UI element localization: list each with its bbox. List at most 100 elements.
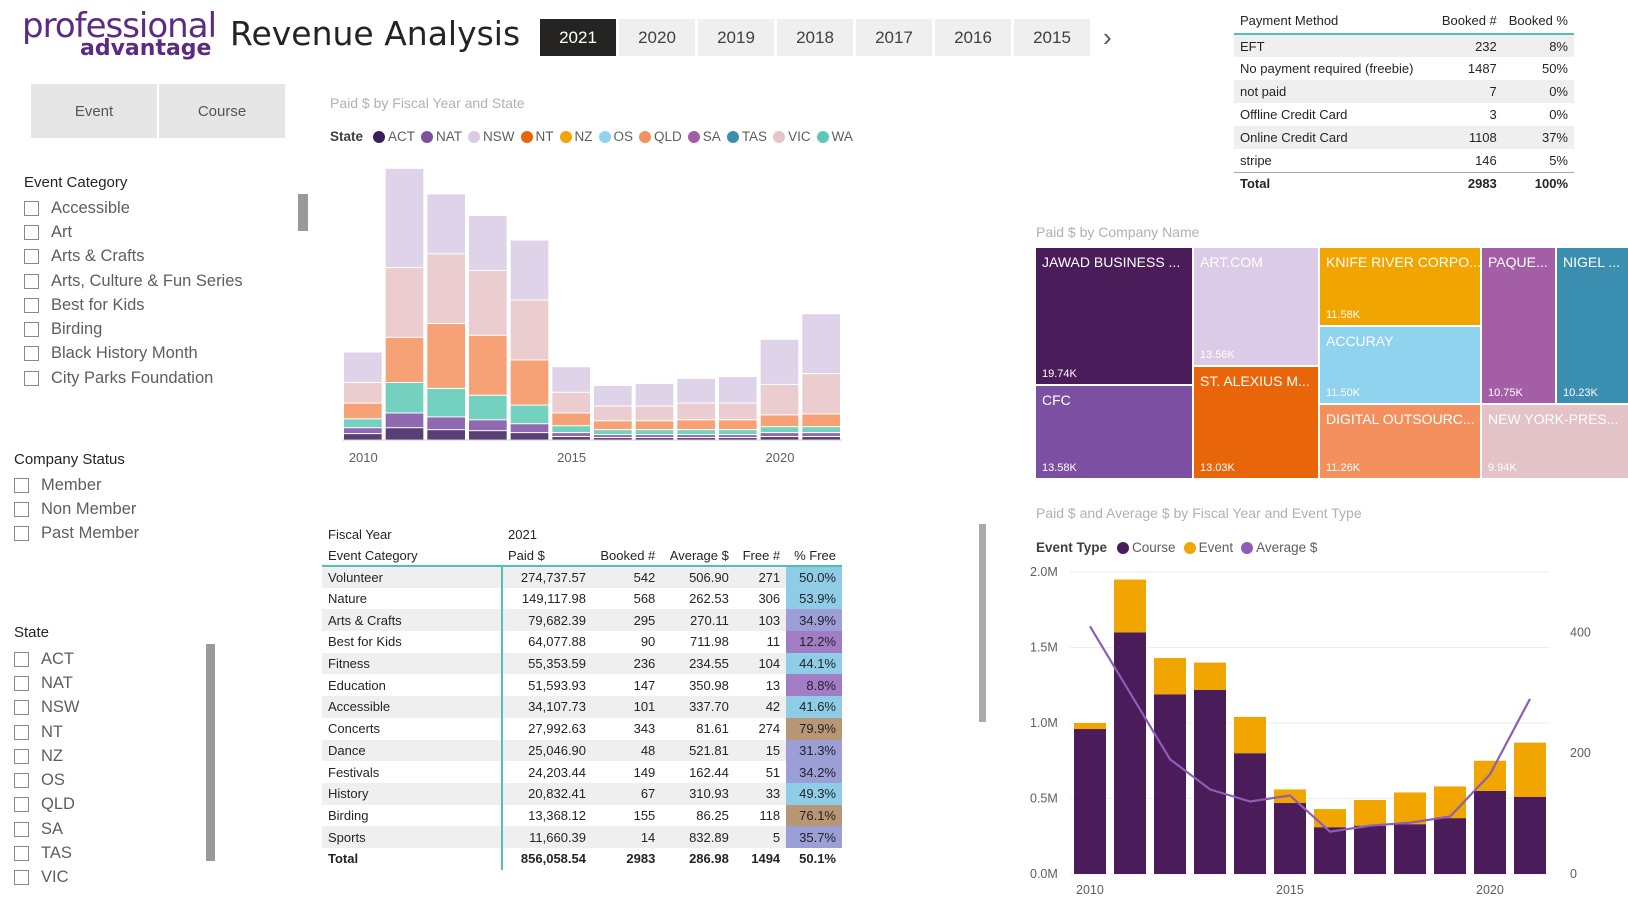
- ribbon-segment[interactable]: [594, 438, 632, 440]
- ribbon-segment[interactable]: [385, 268, 424, 337]
- legend-item[interactable]: SA: [687, 129, 721, 144]
- event-toggle-button[interactable]: Event: [31, 84, 157, 138]
- ribbon-segment[interactable]: [510, 300, 549, 360]
- ribbon-segment[interactable]: [719, 420, 757, 430]
- ribbon-segment[interactable]: [719, 403, 757, 420]
- bar-event[interactable]: [1154, 658, 1186, 695]
- state-option[interactable]: NT: [14, 720, 204, 744]
- checkbox[interactable]: [24, 346, 39, 362]
- ribbon-segment[interactable]: [594, 406, 632, 421]
- column-header[interactable]: Average $: [661, 545, 735, 567]
- event-category-option[interactable]: Black History Month: [24, 342, 294, 366]
- event-category-option[interactable]: Arts, Culture & Fun Series: [24, 269, 294, 293]
- ribbon-segment[interactable]: [719, 438, 757, 440]
- bar-event[interactable]: [1514, 742, 1546, 797]
- bar-course[interactable]: [1234, 753, 1266, 874]
- ribbon-segment[interactable]: [677, 379, 715, 403]
- checkbox[interactable]: [14, 651, 29, 667]
- treemap-tile[interactable]: KNIFE RIVER CORPO... 11.58K: [1320, 248, 1480, 325]
- checkbox[interactable]: [14, 477, 29, 493]
- company-status-option[interactable]: Past Member: [14, 522, 284, 546]
- checkbox[interactable]: [14, 748, 29, 764]
- ribbon-segment[interactable]: [510, 433, 549, 440]
- checkbox[interactable]: [24, 297, 39, 313]
- table-row[interactable]: Festivals 24,203.44 149 162.44 51 34.2%: [322, 761, 842, 783]
- ribbon-segment[interactable]: [760, 433, 799, 437]
- checkbox[interactable]: [24, 273, 39, 289]
- treemap-tile[interactable]: NIGEL ... 10.23K: [1557, 248, 1628, 403]
- ribbon-segment[interactable]: [594, 421, 632, 430]
- ribbon-segment[interactable]: [594, 430, 632, 435]
- bar-event[interactable]: [1354, 800, 1386, 826]
- checkbox[interactable]: [14, 846, 29, 862]
- ribbon-segment[interactable]: [677, 438, 715, 440]
- ribbon-segment[interactable]: [344, 434, 382, 440]
- bar-course[interactable]: [1474, 790, 1506, 874]
- ribbon-segment[interactable]: [344, 403, 382, 419]
- treemap-tile[interactable]: JAWAD BUSINESS ... 19.74K: [1036, 248, 1192, 384]
- ribbon-segment[interactable]: [469, 271, 507, 335]
- event-category-option[interactable]: Best for Kids: [24, 293, 294, 317]
- checkbox[interactable]: [24, 224, 39, 240]
- ribbon-segment[interactable]: [760, 339, 799, 384]
- bar-event[interactable]: [1194, 662, 1226, 690]
- bar-course[interactable]: [1114, 632, 1146, 874]
- bar-course[interactable]: [1514, 796, 1546, 874]
- ribbon-segment[interactable]: [760, 384, 799, 415]
- ribbon-segment[interactable]: [469, 420, 507, 431]
- legend-item[interactable]: OS: [598, 129, 633, 144]
- ribbon-segment[interactable]: [344, 382, 382, 403]
- ribbon-segment[interactable]: [552, 367, 590, 392]
- table-row[interactable]: No payment required (freebie) 1487 50%: [1240, 61, 1568, 76]
- year-tab[interactable]: 2015: [1014, 19, 1090, 56]
- ribbon-segment[interactable]: [344, 428, 382, 434]
- state-option[interactable]: OS: [14, 768, 204, 792]
- checkbox[interactable]: [14, 773, 29, 789]
- event-category-option[interactable]: Arts & Crafts: [24, 245, 294, 269]
- scrollbar[interactable]: [206, 644, 215, 861]
- ribbon-segment[interactable]: [719, 377, 757, 403]
- ribbon-segment[interactable]: [802, 414, 840, 427]
- column-header[interactable]: % Free: [786, 545, 842, 567]
- ribbon-segment[interactable]: [469, 431, 507, 440]
- column-header[interactable]: Event Category: [322, 545, 502, 567]
- checkbox[interactable]: [14, 821, 29, 837]
- checkbox[interactable]: [14, 870, 29, 886]
- ribbon-segment[interactable]: [760, 415, 799, 427]
- ribbon-segment[interactable]: [594, 435, 632, 438]
- table-row[interactable]: History 20,832.41 67 310.93 33 49.3%: [322, 782, 842, 805]
- scrollbar[interactable]: [979, 524, 986, 722]
- ribbon-segment[interactable]: [802, 427, 840, 433]
- treemap-tile[interactable]: ST. ALEXIUS M... 13.03K: [1194, 367, 1318, 478]
- treemap-tile[interactable]: PAQUE... 10.75K: [1482, 248, 1555, 403]
- legend-item[interactable]: Average $: [1241, 540, 1317, 555]
- ribbon-segment[interactable]: [719, 435, 757, 438]
- checkbox[interactable]: [14, 700, 29, 716]
- bar-event[interactable]: [1394, 792, 1426, 825]
- ribbon-segment[interactable]: [677, 420, 715, 430]
- bar-course[interactable]: [1074, 729, 1106, 874]
- ribbon-segment[interactable]: [385, 168, 424, 268]
- treemap-tile[interactable]: CFC 13.58K: [1036, 386, 1192, 478]
- bar-event[interactable]: [1434, 786, 1466, 819]
- ribbon-segment[interactable]: [427, 324, 465, 388]
- treemap-tile[interactable]: NEW YORK-PRES... 9.94K: [1482, 405, 1628, 478]
- table-row[interactable]: Arts & Crafts 79,682.39 295 270.11 103 34.9%: [322, 609, 842, 632]
- ribbon-segment[interactable]: [344, 419, 382, 428]
- ribbon-segment[interactable]: [510, 240, 549, 300]
- event-category-option[interactable]: City Parks Foundation: [24, 366, 294, 390]
- ribbon-segment[interactable]: [469, 395, 507, 420]
- legend-item[interactable]: ACT: [373, 129, 415, 144]
- table-row[interactable]: Online Credit Card 1108 37%: [1234, 126, 1574, 149]
- bar-course[interactable]: [1434, 818, 1466, 874]
- checkbox[interactable]: [14, 501, 29, 517]
- ribbon-segment[interactable]: [469, 215, 507, 270]
- state-option[interactable]: QLD: [14, 793, 204, 817]
- ribbon-segment[interactable]: [635, 421, 674, 430]
- ribbon-segment[interactable]: [427, 430, 465, 440]
- ribbon-segment[interactable]: [427, 194, 465, 254]
- state-option[interactable]: NAT: [14, 671, 204, 695]
- table-row[interactable]: Education 51,593.93 147 350.98 13 8.8%: [322, 674, 842, 697]
- column-header[interactable]: Payment Method: [1234, 8, 1437, 35]
- table-row[interactable]: Accessible 34,107.73 101 337.70 42 41.6%: [322, 696, 842, 718]
